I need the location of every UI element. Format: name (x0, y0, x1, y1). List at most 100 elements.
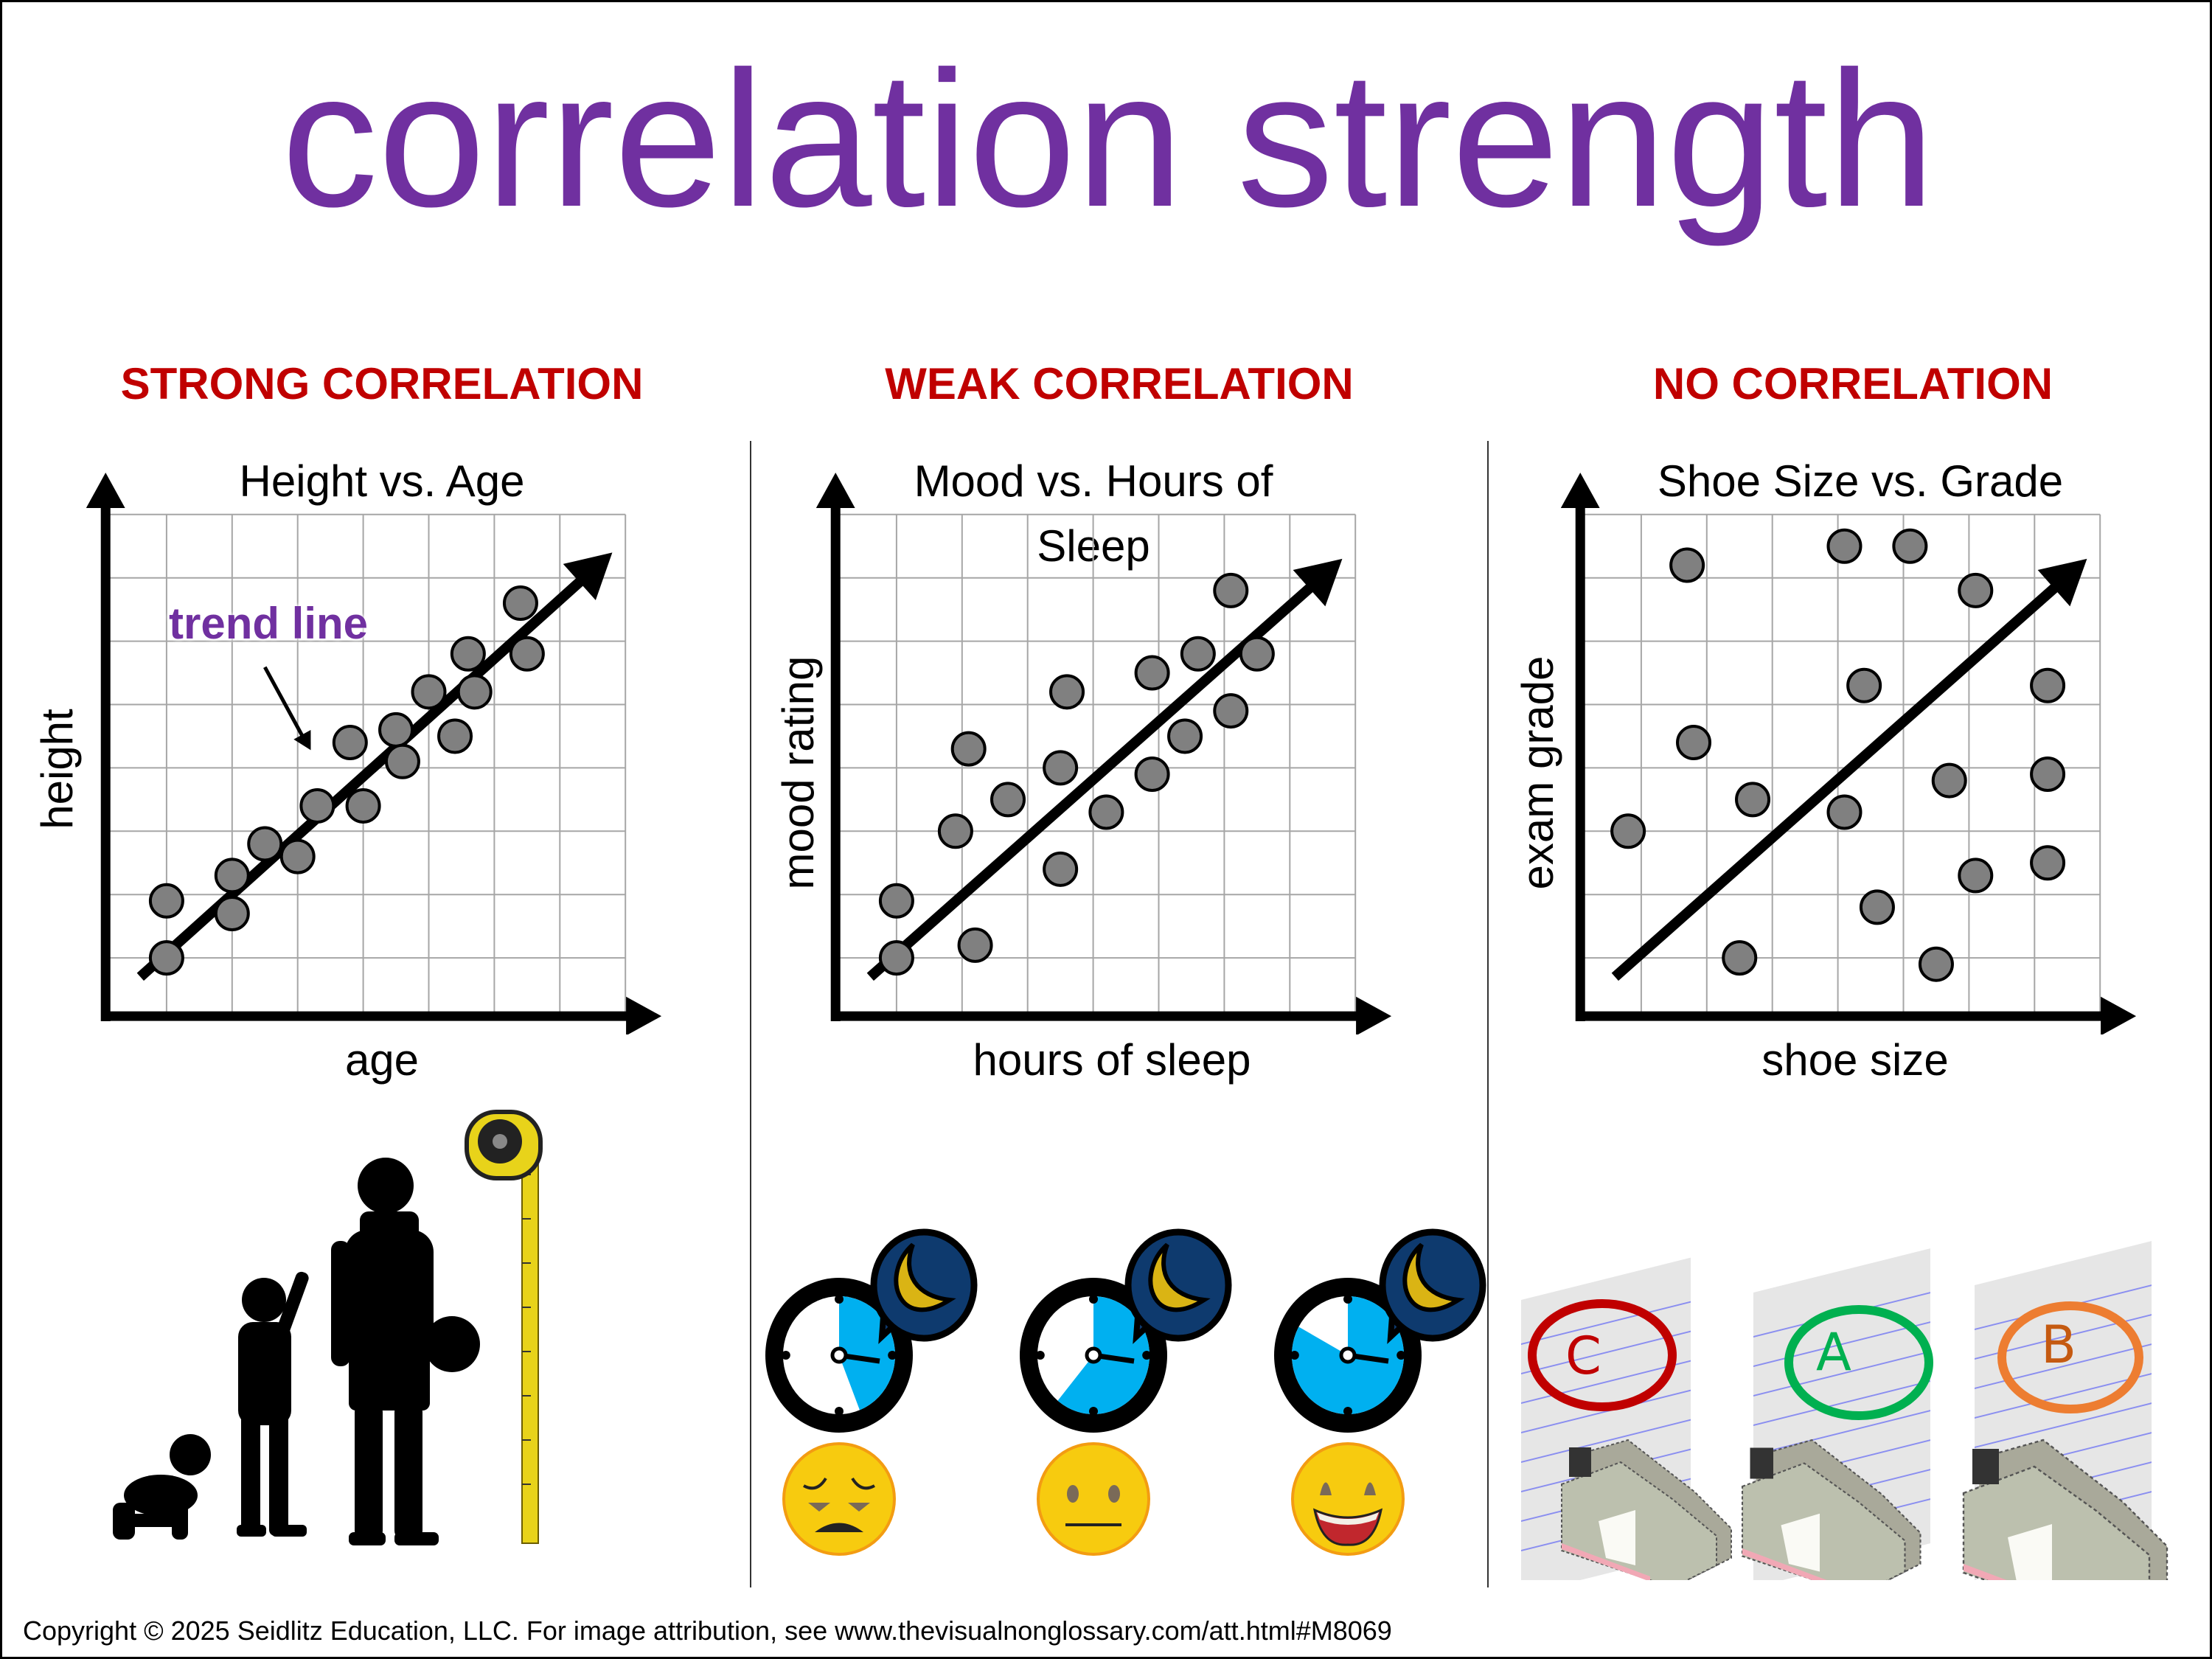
sleep-clock-icon (1020, 1278, 1167, 1433)
clock-tick (1343, 1295, 1352, 1304)
sleep-clocks-illustration (765, 1228, 1486, 1556)
chart-title-height-age: Height vs. Age (239, 456, 525, 506)
bubble (870, 1228, 978, 1342)
section-divider (1487, 441, 1489, 1587)
mouth (815, 1523, 863, 1532)
data-point (1043, 750, 1079, 786)
eye (848, 1503, 870, 1512)
y-axis-label-mood-rating: mood rating (773, 655, 823, 890)
data-point (1213, 693, 1249, 729)
eye (1320, 1482, 1332, 1495)
clock-tick (1397, 1351, 1406, 1360)
clock-tick (1343, 1407, 1352, 1416)
data-point (214, 895, 250, 931)
moon-bubble-icon (1124, 1228, 1232, 1344)
data-point (214, 858, 250, 894)
scatter-chart-none (1561, 473, 2137, 1034)
scatter-chart-strong (86, 473, 662, 1034)
sneaker-logo-patch (2008, 1524, 2053, 1580)
bubble (1124, 1228, 1232, 1342)
data-point (378, 712, 414, 748)
data-point (384, 743, 420, 779)
data-point (450, 636, 486, 672)
chart-title-shoe-grade: Shoe Size vs. Grade (1657, 456, 2064, 506)
clock-tick (1142, 1351, 1152, 1360)
data-point (2030, 756, 2066, 792)
trend-line-annotation: trend line (169, 599, 369, 648)
moon-bubble-icon (1379, 1228, 1486, 1344)
data-point (1049, 674, 1085, 710)
trend-line-arrow-icon (1293, 558, 1343, 607)
eye (808, 1503, 830, 1512)
heading-strong-correlation: STRONG CORRELATION (120, 359, 644, 408)
bubble (1379, 1228, 1486, 1342)
clock-center (830, 1346, 848, 1364)
eye (1364, 1482, 1376, 1495)
eye (1108, 1485, 1120, 1503)
data-point (1826, 528, 1863, 564)
emoji-face (782, 1442, 896, 1556)
data-point (1167, 718, 1203, 754)
data-point (1846, 667, 1882, 703)
grade-letter-c: C (1565, 1326, 1601, 1386)
data-point (437, 718, 473, 754)
clock-tick (835, 1295, 844, 1304)
y-axis-arrow-icon (1561, 473, 1600, 508)
data-point (332, 725, 368, 761)
data-point (1735, 782, 1771, 818)
data-point (957, 927, 993, 963)
sneaker-icon (1741, 1439, 1921, 1580)
annotation-arrow-icon (293, 729, 311, 751)
data-point (1859, 889, 1895, 925)
x-axis-arrow-icon (626, 996, 662, 1034)
x-axis-label-hours-of-sleep: hours of sleep (973, 1035, 1251, 1085)
data-point (1134, 655, 1170, 691)
heading-weak-correlation: WEAK CORRELATION (885, 359, 1354, 408)
trend-line (1611, 572, 2071, 981)
trend-line-arrow-icon (2037, 558, 2087, 607)
sad-face-emoji-icon (782, 1442, 896, 1556)
child-silhouette-icon (237, 1271, 309, 1537)
data-point (990, 782, 1026, 818)
grade-letter-a: A (1816, 1322, 1851, 1382)
data-point (502, 585, 538, 622)
clock-tick (1035, 1351, 1045, 1360)
clock-tick (1089, 1295, 1098, 1304)
heading-no-correlation: NO CORRELATION (1652, 359, 2053, 408)
data-point (937, 813, 973, 849)
sneaker-icon (1962, 1439, 2168, 1580)
data-point (1610, 813, 1646, 849)
clock-center (1339, 1346, 1357, 1364)
annotation-arrow (263, 666, 306, 740)
eye (1067, 1485, 1079, 1503)
x-axis-arrow-icon (2101, 996, 2137, 1034)
data-point (345, 787, 381, 824)
data-point (509, 636, 545, 672)
data-point (1676, 725, 1712, 761)
y-axis-label-height: height (32, 709, 82, 830)
x-axis-label-shoe-size: shoe size (1761, 1035, 1949, 1085)
data-point (1134, 756, 1170, 792)
moon-icon (894, 1242, 956, 1312)
sneaker-front (1962, 1465, 2151, 1580)
clock-center (1085, 1346, 1102, 1364)
copyright-footer: Copyright © 2025 Seidlitz Education, LLC… (23, 1615, 1392, 1646)
data-point (279, 838, 316, 874)
y-axis-arrow-icon (816, 473, 855, 508)
data-point (2030, 667, 2066, 703)
moon-bubble-icon (870, 1228, 978, 1344)
emoji-face (1037, 1442, 1150, 1556)
clock-tick (1089, 1407, 1098, 1416)
data-point (1669, 547, 1705, 583)
tape-measure-icon (465, 1110, 543, 1544)
data-point (1958, 858, 1994, 894)
sneaker-logo-patch (1781, 1513, 1820, 1572)
sneaker-collar (1750, 1447, 1773, 1479)
chart-title-mood-sleep-line1: Mood vs. Hours of (914, 456, 1273, 506)
data-point (1239, 636, 1275, 672)
page-title: correlation strength (281, 31, 1935, 247)
sneaker-icon (1561, 1439, 1732, 1580)
sneaker-sole-stripe (1964, 1564, 2007, 1580)
sneaker-sole-stripe (1562, 1543, 1650, 1580)
eyebrow (851, 1477, 875, 1490)
